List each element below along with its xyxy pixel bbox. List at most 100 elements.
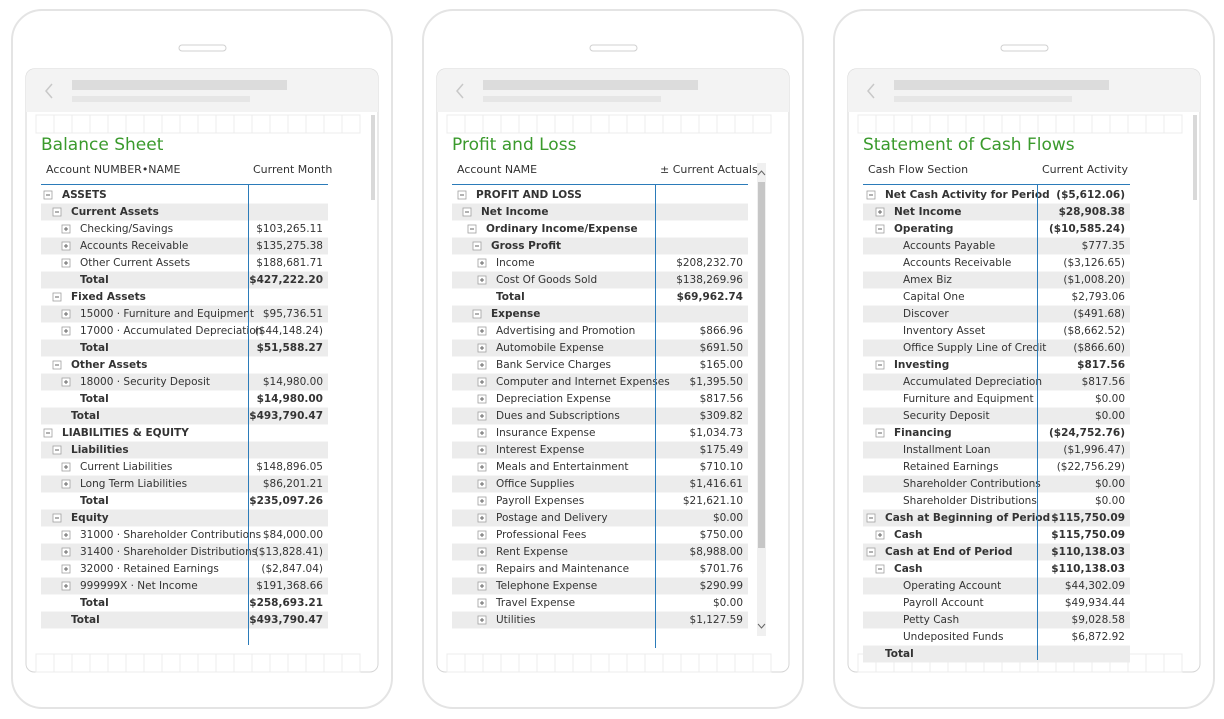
row-value: $6,872.92 [1072, 631, 1125, 643]
row-label: Total [496, 291, 525, 303]
expand-icon[interactable] [43, 428, 53, 438]
expand-icon[interactable] [61, 326, 71, 336]
expand-icon[interactable] [457, 190, 467, 200]
expand-icon[interactable] [477, 598, 487, 608]
row-value: ($866.60) [1073, 342, 1125, 354]
expand-icon[interactable] [477, 513, 487, 523]
expand-icon[interactable] [462, 207, 472, 217]
expand-icon[interactable] [477, 462, 487, 472]
expand-icon[interactable] [875, 207, 885, 217]
expand-icon[interactable] [875, 530, 885, 540]
expand-icon[interactable] [477, 275, 487, 285]
expand-icon[interactable] [477, 615, 487, 625]
column-header: Cash Flow Section [868, 163, 968, 176]
expand-icon[interactable] [43, 190, 53, 200]
expand-icon[interactable] [472, 309, 482, 319]
row-stripe [863, 645, 1130, 663]
expand-icon[interactable] [477, 360, 487, 370]
row-label: Petty Cash [903, 614, 959, 626]
expand-icon[interactable] [477, 428, 487, 438]
expand-icon[interactable] [61, 530, 71, 540]
row-label: Telephone Expense [495, 580, 597, 592]
expand-icon[interactable] [61, 564, 71, 574]
expand-icon[interactable] [61, 224, 71, 234]
expand-icon[interactable] [477, 479, 487, 489]
row-stripe [863, 271, 1130, 289]
expand-icon[interactable] [875, 428, 885, 438]
row-label: Cash at Beginning of Period [885, 512, 1050, 524]
expand-icon[interactable] [875, 564, 885, 574]
row-label: Rent Expense [496, 546, 568, 558]
row-value: $493,790.47 [249, 614, 323, 626]
row-stripe [452, 577, 748, 595]
row-stripe [41, 237, 328, 255]
row-label: Advertising and Promotion [496, 325, 635, 337]
row-label: LIABILITIES & EQUITY [62, 427, 189, 439]
expand-icon[interactable] [52, 207, 62, 217]
row-stripe [452, 611, 748, 629]
expand-icon[interactable] [61, 581, 71, 591]
expand-icon[interactable] [61, 309, 71, 319]
expand-icon[interactable] [61, 241, 71, 251]
row-stripe [863, 407, 1130, 425]
expand-icon[interactable] [477, 530, 487, 540]
expand-icon[interactable] [477, 394, 487, 404]
row-value: $710.10 [700, 461, 743, 473]
expand-icon[interactable] [61, 547, 71, 557]
row-label: Checking/Savings [80, 223, 173, 235]
expand-icon[interactable] [61, 462, 71, 472]
row-value: $817.56 [700, 393, 744, 405]
row-stripe [863, 339, 1130, 357]
expand-icon[interactable] [477, 445, 487, 455]
expand-icon[interactable] [52, 292, 62, 302]
row-value: $2,793.06 [1072, 291, 1126, 303]
expand-icon[interactable] [52, 445, 62, 455]
row-stripe [41, 373, 328, 391]
expand-icon[interactable] [61, 377, 71, 387]
back-arrow [45, 83, 53, 99]
row-stripe [41, 339, 328, 357]
row-value: $235,097.26 [249, 495, 323, 507]
row-label: Total [71, 614, 100, 626]
row-value: $84,000.00 [263, 529, 323, 541]
row-stripe [41, 509, 328, 527]
expand-icon[interactable] [477, 343, 487, 353]
expand-icon[interactable] [866, 547, 876, 557]
expand-icon[interactable] [467, 224, 477, 234]
row-value: ($1,008.20) [1063, 274, 1125, 286]
row-stripe [452, 475, 748, 493]
expand-icon[interactable] [477, 547, 487, 557]
expand-icon[interactable] [866, 513, 876, 523]
row-value: ($10,585.24) [1049, 223, 1125, 235]
grid-cell [341, 114, 361, 134]
row-value: $103,265.11 [256, 223, 323, 235]
expand-icon[interactable] [477, 326, 487, 336]
expand-icon[interactable] [477, 581, 487, 591]
placeholder-bar [483, 80, 698, 90]
row-value: $208,232.70 [676, 257, 743, 269]
expand-icon[interactable] [61, 479, 71, 489]
back-arrow [456, 83, 464, 99]
back-arrow [867, 83, 875, 99]
expand-icon[interactable] [52, 360, 62, 370]
placeholder-bar [894, 80, 1109, 90]
row-value: $165.00 [700, 359, 743, 371]
row-stripe [863, 475, 1130, 493]
expand-icon[interactable] [477, 496, 487, 506]
expand-icon[interactable] [875, 360, 885, 370]
expand-icon[interactable] [61, 258, 71, 268]
expand-icon[interactable] [472, 241, 482, 251]
expand-icon[interactable] [477, 258, 487, 268]
expand-icon[interactable] [875, 224, 885, 234]
row-value: ($22,756.29) [1057, 461, 1125, 473]
expand-icon[interactable] [477, 564, 487, 574]
row-label: PROFIT AND LOSS [476, 189, 582, 201]
row-stripe [452, 271, 748, 289]
expand-icon[interactable] [866, 190, 876, 200]
row-value: $290.99 [700, 580, 743, 592]
row-value: $1,416.61 [690, 478, 743, 490]
expand-icon[interactable] [52, 513, 62, 523]
expand-icon[interactable] [477, 377, 487, 387]
expand-icon[interactable] [477, 411, 487, 421]
